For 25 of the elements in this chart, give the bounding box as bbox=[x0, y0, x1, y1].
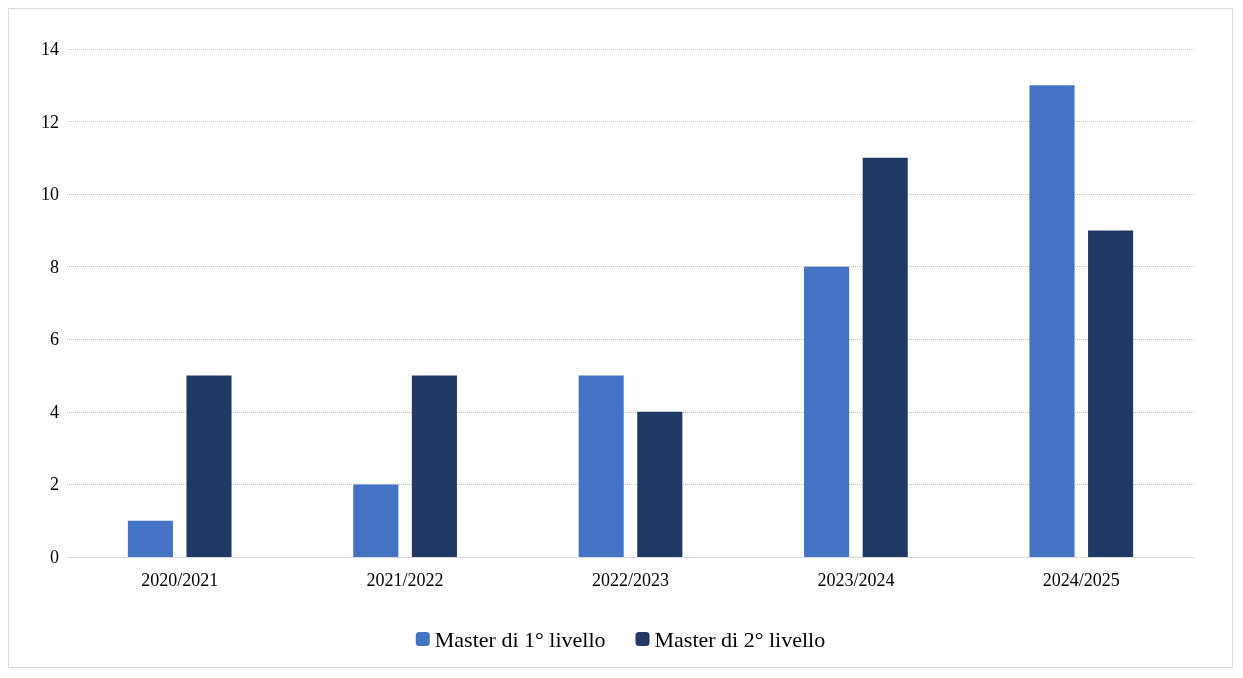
y-tick-label: 0 bbox=[50, 547, 59, 567]
x-tick-label: 2024/2025 bbox=[1042, 570, 1120, 590]
x-tick-label: 2023/2024 bbox=[817, 570, 895, 590]
bar bbox=[411, 375, 457, 557]
bar bbox=[127, 520, 173, 557]
x-tick-label: 2020/2021 bbox=[141, 570, 219, 590]
bar bbox=[1029, 85, 1075, 557]
bar bbox=[353, 484, 399, 557]
bar bbox=[637, 411, 683, 557]
bar bbox=[578, 375, 624, 557]
bar bbox=[862, 157, 908, 557]
y-tick-label: 6 bbox=[50, 329, 59, 350]
bar bbox=[1088, 230, 1134, 557]
y-tick-label: 10 bbox=[41, 184, 59, 205]
legend-label: Master di 1° livello bbox=[434, 626, 606, 652]
bar bbox=[186, 375, 232, 557]
x-tick-label: 2022/2023 bbox=[591, 570, 670, 590]
legend-label: Master di 2° livello bbox=[654, 626, 826, 652]
y-tick-label: 12 bbox=[41, 111, 59, 132]
y-tick-label: 14 bbox=[41, 39, 59, 59]
y-tick-label: 8 bbox=[50, 256, 59, 277]
x-tick-label: 2021/2022 bbox=[366, 570, 444, 590]
y-tick-label: 2 bbox=[50, 474, 59, 495]
bar bbox=[804, 266, 850, 557]
y-tick-label: 4 bbox=[50, 401, 59, 422]
